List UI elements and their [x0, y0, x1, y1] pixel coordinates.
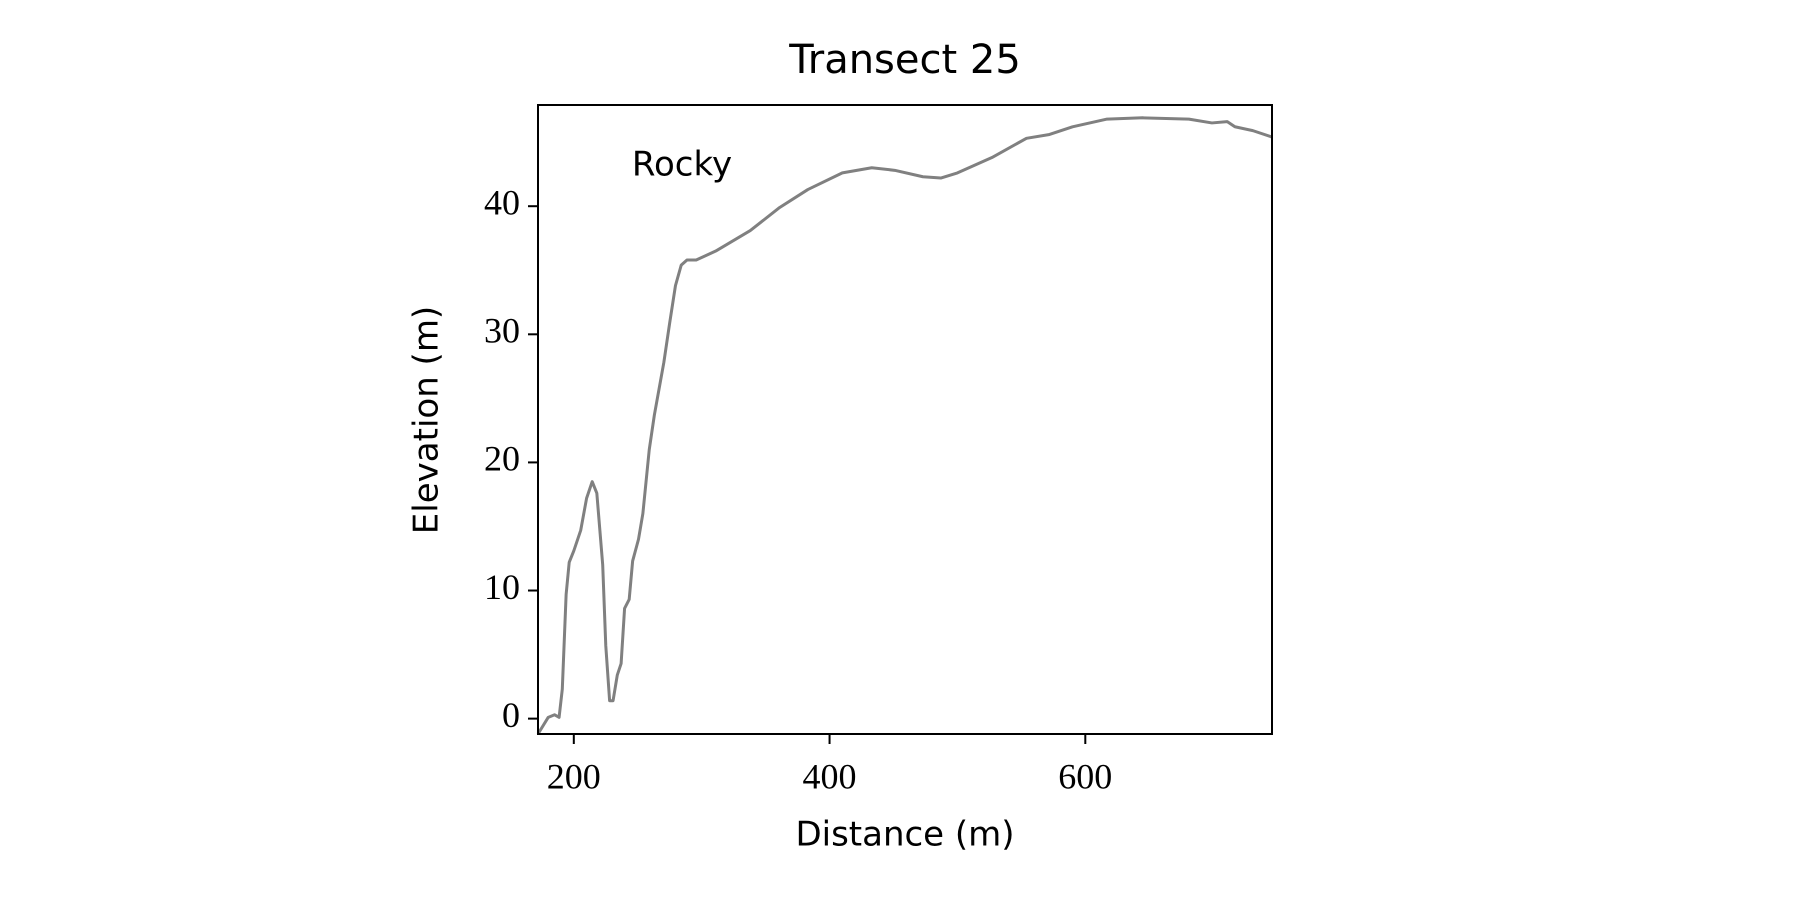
line — [536, 116, 1273, 735]
y-tick-label: 20 — [484, 439, 520, 479]
y-tick-label: 30 — [484, 311, 520, 351]
x-tick-label: 600 — [1058, 756, 1112, 796]
x-axis-label: Distance (m) — [795, 815, 1014, 855]
y-tick-label: 40 — [484, 182, 520, 222]
chart-title: Transect 25 — [788, 37, 1021, 83]
y-axis-label: Elevation (m) — [407, 306, 447, 534]
x-tick-label: 400 — [803, 756, 857, 796]
y-tick-label: 0 — [502, 695, 520, 735]
plot-frame — [537, 104, 1273, 735]
y-tick-label: 10 — [484, 567, 520, 607]
x-tick-label: 200 — [547, 756, 601, 796]
annotation: Rocky — [632, 145, 732, 185]
